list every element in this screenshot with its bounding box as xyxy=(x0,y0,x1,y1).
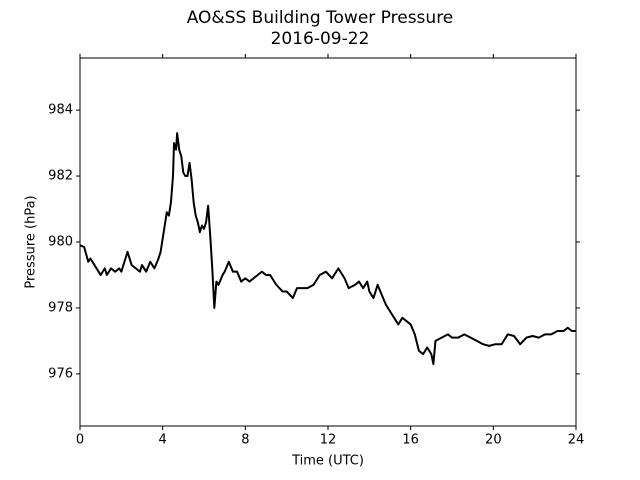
data-line xyxy=(79,132,576,366)
chart-subtitle: 2016-09-22 xyxy=(271,29,370,49)
x-tick-label: 0 xyxy=(76,433,84,448)
plot-frame xyxy=(79,57,577,427)
x-tick-label: 12 xyxy=(320,433,337,448)
y-tick-label: 978 xyxy=(48,300,73,315)
y-tick-label: 976 xyxy=(48,366,73,381)
x-tick-label: 16 xyxy=(402,433,419,448)
y-tick-label: 982 xyxy=(48,169,73,184)
x-tick-label: 4 xyxy=(159,433,167,448)
x-tick-label: 8 xyxy=(241,433,249,448)
chart-title: AO&SS Building Tower Pressure xyxy=(187,8,454,28)
x-tick-label: 20 xyxy=(485,433,502,448)
y-tick-label: 980 xyxy=(48,235,73,250)
x-tick-label: 24 xyxy=(568,433,585,448)
x-axis-label: Time (UTC) xyxy=(291,454,364,469)
y-tick-label: 984 xyxy=(48,103,73,118)
y-axis-label: Pressure (hPa) xyxy=(24,195,39,288)
